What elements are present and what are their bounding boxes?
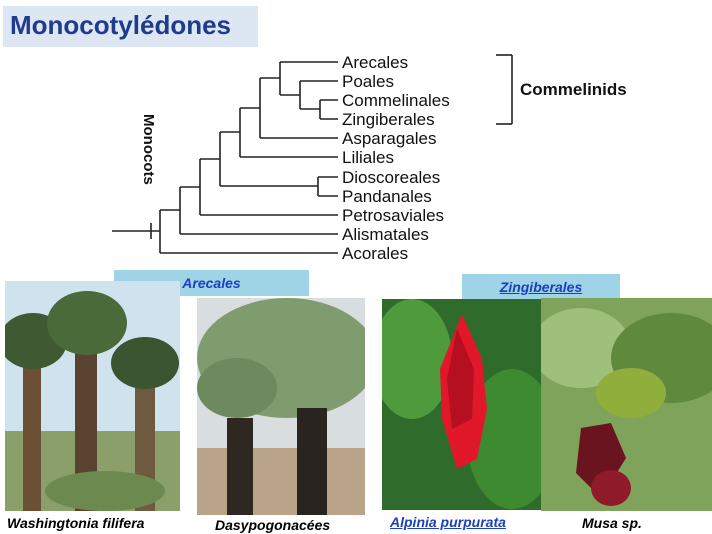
phylogenetic-tree: Arecales Poales Commelinales Zingiberale…: [112, 53, 627, 263]
photo-washingtonia: [5, 281, 180, 511]
caption-musa: Musa sp.: [582, 515, 642, 531]
group-header-label: Arecales: [182, 275, 241, 291]
group-header-zingiberales[interactable]: Zingiberales: [462, 274, 620, 300]
caption-alpinia-link[interactable]: Alpinia purpurata: [390, 514, 506, 530]
photo-musa: [541, 298, 712, 511]
taxon-label: Poales: [342, 72, 394, 91]
page-title: Monocotylédones: [10, 10, 232, 40]
alpinia-image: [382, 299, 542, 510]
taxon-label: Arecales: [342, 53, 408, 72]
group-label-commelinids: Commelinids: [520, 80, 627, 99]
taxon-label: Asparagales: [342, 129, 437, 148]
taxon-label: Zingiberales: [342, 110, 435, 129]
group-header-arecales: Arecales: [114, 270, 309, 296]
photo-alpinia: [382, 299, 542, 510]
grass-tree-image: [197, 298, 365, 515]
photo-dasypogon: [197, 298, 365, 515]
taxon-label: Pandanales: [342, 187, 432, 206]
taxon-label: Dioscoreales: [342, 168, 440, 187]
palm-image: [5, 281, 180, 511]
zingiberales-link[interactable]: Zingiberales: [499, 279, 583, 295]
caption-dasypogon: Dasypogonacées: [215, 517, 331, 533]
clade-label-monocots: Monocots: [140, 114, 157, 185]
banana-image: [541, 298, 712, 511]
taxon-label: Liliales: [342, 148, 394, 167]
title-banner: [3, 6, 258, 47]
taxon-label: Acorales: [342, 244, 408, 263]
taxon-label: Petrosaviales: [342, 206, 444, 225]
tree-branches: [112, 54, 513, 254]
taxon-label: Alismatales: [342, 225, 429, 244]
taxon-label: Commelinales: [342, 91, 450, 110]
caption-washingtonia: Washingtonia filifera: [7, 515, 145, 531]
